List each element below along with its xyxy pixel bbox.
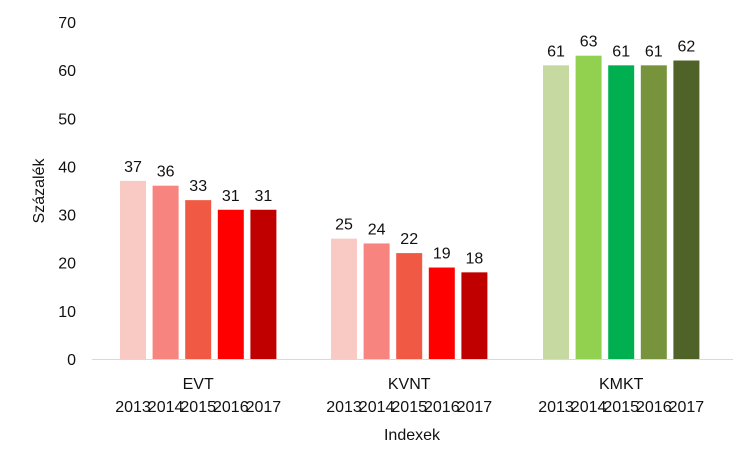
value-label: 61 — [547, 43, 565, 60]
value-label: 37 — [124, 159, 142, 176]
bar-evt-2016 — [217, 209, 244, 359]
x-axis-title: Indexek — [384, 427, 441, 444]
x-group-label: KVNT — [388, 376, 431, 393]
bar-evt-2017 — [250, 209, 277, 359]
x-group-label: EVT — [183, 376, 214, 393]
bar-kvnt-2015 — [396, 253, 423, 359]
value-label: 25 — [335, 217, 353, 234]
bar-kmkt-2015 — [608, 65, 635, 359]
x-year-label: 2013 — [115, 399, 151, 416]
x-year-label: 2015 — [180, 399, 216, 416]
value-label: 61 — [645, 43, 663, 60]
x-year-label: 2016 — [424, 399, 460, 416]
value-label: 36 — [157, 164, 175, 181]
y-axis-title: Százalék — [31, 158, 48, 224]
bar-kmkt-2013 — [543, 65, 569, 359]
bar-evt-2013 — [120, 180, 146, 359]
y-tick-label: 50 — [58, 111, 76, 128]
x-year-label: 2016 — [213, 399, 249, 416]
bars-layer — [120, 55, 700, 360]
bar-evt-2015 — [185, 200, 212, 359]
bar-kvnt-2013 — [331, 238, 357, 359]
x-year-label: 2017 — [457, 399, 493, 416]
x-year-label: 2014 — [359, 399, 395, 416]
x-year-label: 2016 — [636, 399, 672, 416]
y-tick-label: 20 — [58, 256, 76, 273]
x-year-label: 2014 — [571, 399, 607, 416]
x-year-label: 2017 — [246, 399, 282, 416]
y-tick-label: 30 — [58, 208, 76, 225]
bar-evt-2014 — [152, 185, 179, 359]
value-label: 19 — [433, 246, 451, 263]
y-tick-label: 60 — [58, 63, 76, 80]
value-label: 61 — [612, 43, 630, 60]
x-axis-labels: 20132014201520162017EVT20132014201520162… — [115, 376, 704, 416]
x-year-label: 2013 — [538, 399, 574, 416]
bar-kvnt-2016 — [428, 267, 455, 359]
value-label: 63 — [580, 34, 598, 51]
value-label: 18 — [466, 250, 484, 267]
bar-kmkt-2017 — [673, 60, 700, 360]
x-year-label: 2017 — [669, 399, 705, 416]
value-label: 22 — [400, 231, 418, 248]
value-label: 33 — [189, 178, 207, 195]
value-labels-layer: 37 36 33 31 31 25 24 22 19 18 61 63 61 61 62 — [124, 34, 695, 268]
value-label: 24 — [368, 221, 386, 238]
value-label: 62 — [678, 39, 696, 56]
y-tick-label: 40 — [58, 159, 76, 176]
x-year-label: 2015 — [391, 399, 427, 416]
y-tick-label: 70 — [58, 15, 76, 32]
y-tick-label: 0 — [67, 352, 76, 369]
value-label: 31 — [255, 188, 273, 205]
x-year-label: 2015 — [603, 399, 639, 416]
bar-kvnt-2014 — [363, 243, 390, 359]
x-group-label: KMKT — [599, 376, 644, 393]
bar-kmkt-2014 — [575, 55, 602, 359]
y-tick-label: 10 — [58, 304, 76, 321]
bar-kvnt-2017 — [461, 272, 488, 359]
y-axis-ticks: 0 10 20 30 40 50 60 70 — [58, 15, 76, 369]
x-year-label: 2014 — [148, 399, 184, 416]
value-label: 31 — [222, 188, 240, 205]
x-year-label: 2013 — [326, 399, 362, 416]
bar-kmkt-2016 — [640, 65, 667, 359]
